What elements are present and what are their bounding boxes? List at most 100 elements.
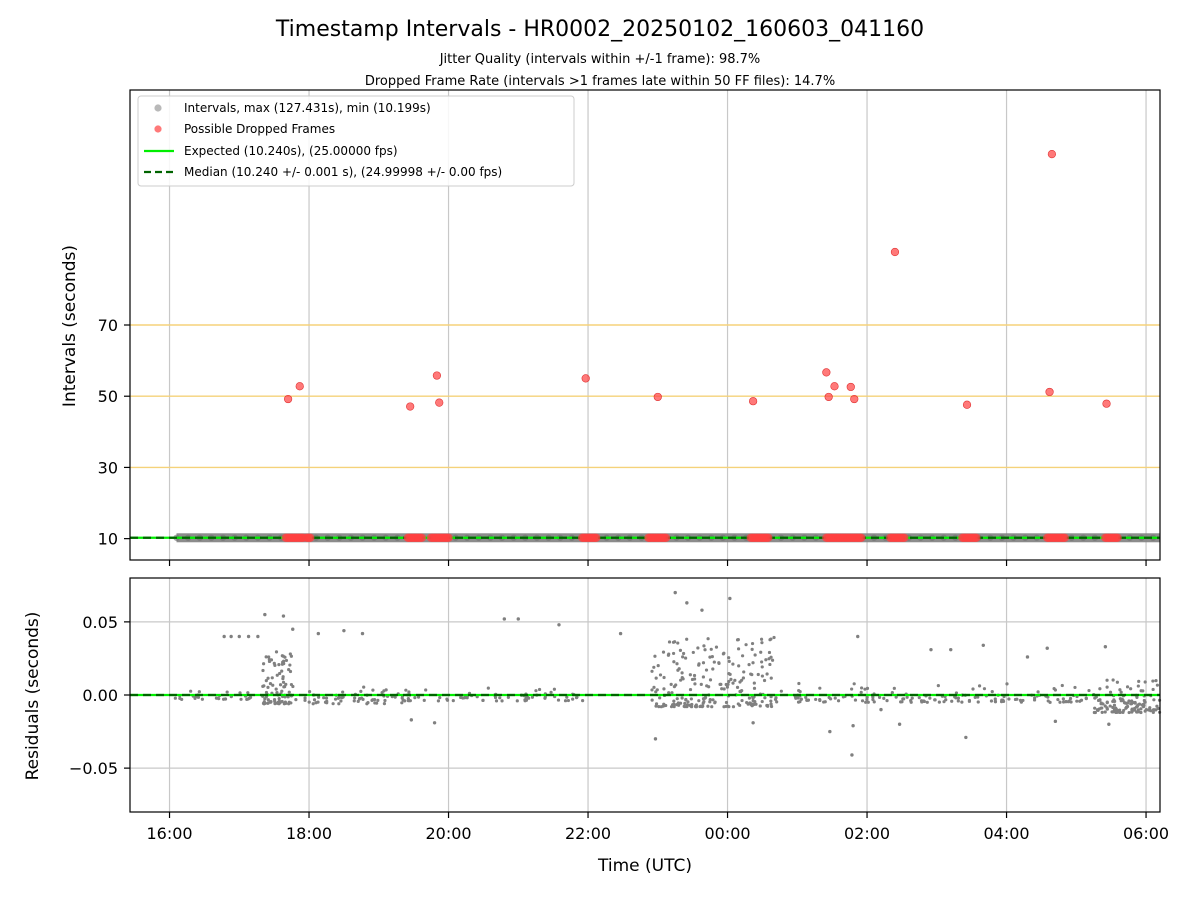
- dropped-frame-point-4: [435, 398, 444, 407]
- residual-point-18: [685, 601, 689, 605]
- residual-point-cluster-3: [451, 699, 455, 703]
- residual-point-cluster-4: [711, 667, 715, 671]
- x-tick-label-2000: 20:00: [425, 824, 471, 843]
- residual-point-cluster-6: [1125, 704, 1130, 709]
- residual-point-cluster-1: [271, 683, 275, 687]
- residual-point-cluster-6: [1143, 680, 1147, 684]
- residual-point-cluster-1: [280, 689, 284, 693]
- residual-point-14: [516, 617, 520, 621]
- residual-point-cluster-5: [937, 700, 941, 704]
- residual-point-cluster-2: [337, 702, 341, 706]
- residual-point-cluster-4: [769, 637, 773, 641]
- residual-point-cluster-5: [1056, 697, 1060, 702]
- residual-point-cluster-5: [956, 699, 960, 703]
- residual-point-cluster-4: [704, 668, 709, 672]
- residual-point-cluster-1: [277, 663, 281, 667]
- residual-point-cluster-3: [438, 696, 442, 700]
- residual-point-cluster-3: [424, 688, 428, 692]
- residual-point-34: [1045, 646, 1049, 650]
- residual-point-cluster-0: [246, 691, 250, 695]
- residual-point-5: [263, 612, 267, 617]
- residual-point-cluster-6: [1133, 701, 1137, 705]
- x-tick-label-0200: 02:00: [844, 824, 890, 843]
- residual-point-cluster-1: [268, 700, 273, 704]
- residual-point-cluster-5: [942, 700, 946, 704]
- residuals-y-label: Residuals (seconds): [23, 612, 43, 781]
- residual-point-cluster-6: [1108, 704, 1112, 708]
- residual-point-cluster-4: [702, 644, 706, 648]
- residual-point-cluster-5: [1032, 698, 1037, 702]
- residual-point-cluster-4: [769, 702, 773, 706]
- residual-point-cluster-5: [774, 696, 778, 700]
- residual-point-cluster-2: [341, 690, 345, 694]
- dropped-frame-baseline-3: [444, 533, 453, 542]
- residual-point-cluster-4: [671, 640, 676, 644]
- residual-point-cluster-4: [662, 687, 666, 691]
- residual-point-cluster-5: [1015, 697, 1019, 701]
- residual-point-cluster-2: [303, 696, 307, 700]
- residual-point-cluster-5: [804, 695, 808, 699]
- residual-point-cluster-4: [714, 645, 719, 649]
- residual-point-cluster-4: [658, 673, 663, 677]
- residual-point-cluster-4: [753, 700, 757, 704]
- chart-subtitle-jitter: Jitter Quality (intervals within +/-1 fr…: [439, 52, 761, 67]
- residual-point-cluster-2: [307, 690, 312, 694]
- residual-point-17: [673, 590, 677, 595]
- residual-point-cluster-4: [661, 650, 666, 654]
- residual-point-cluster-5: [1068, 696, 1073, 701]
- residual-point-cluster-1: [275, 673, 279, 677]
- dropped-frame-baseline-2: [417, 533, 426, 542]
- residual-point-cluster-4: [737, 664, 741, 668]
- residual-point-cluster-1: [264, 690, 269, 695]
- dropped-frame-point-0: [284, 394, 293, 404]
- residual-point-cluster-3: [494, 699, 499, 703]
- residual-point-cluster-4: [688, 703, 692, 707]
- residual-point-24: [879, 707, 883, 712]
- residual-point-cluster-5: [1005, 682, 1009, 686]
- residual-point-cluster-4: [717, 661, 721, 665]
- residual-point-cluster-2: [303, 698, 307, 702]
- dropped-frame-point-15: [1045, 387, 1054, 397]
- residual-point-cluster-1: [282, 701, 286, 705]
- residual-point-cluster-3: [413, 696, 417, 700]
- residual-point-cluster-5: [1000, 698, 1004, 702]
- residual-point-cluster-1: [264, 655, 268, 659]
- residual-point-cluster-5: [905, 695, 909, 699]
- residual-point-cluster-2: [317, 695, 321, 699]
- residual-point-cluster-3: [565, 695, 569, 699]
- residual-point-cluster-4: [672, 660, 676, 664]
- residual-point-cluster-5: [890, 691, 894, 695]
- residual-point-32: [981, 643, 985, 647]
- residual-point-cluster-1: [266, 698, 270, 702]
- residual-point-cluster-6: [1139, 710, 1143, 715]
- residual-point-cluster-6: [1103, 710, 1107, 714]
- residual-point-cluster-0: [239, 697, 243, 701]
- residual-point-cluster-4: [720, 687, 724, 691]
- residuals-ytick-label-2: −0.05: [69, 759, 118, 778]
- residual-point-cluster-4: [682, 651, 686, 656]
- residual-point-cluster-2: [294, 697, 298, 702]
- dropped-frame-baseline-9: [972, 533, 981, 542]
- residual-point-cluster-3: [537, 687, 542, 692]
- residual-point-cluster-1: [262, 662, 266, 666]
- residual-point-cluster-2: [362, 685, 366, 689]
- residual-point-cluster-2: [352, 699, 356, 703]
- residual-point-cluster-1: [264, 679, 268, 683]
- dropped-frame-point-5: [581, 374, 590, 383]
- residual-point-cluster-4: [706, 704, 710, 708]
- residual-point-cluster-3: [486, 686, 490, 690]
- residual-point-cluster-2: [307, 700, 311, 704]
- residual-point-cluster-3: [530, 695, 535, 699]
- residual-point-cluster-2: [340, 696, 344, 700]
- residual-point-cluster-4: [657, 705, 661, 709]
- residual-point-cluster-3: [436, 699, 441, 703]
- residual-point-cluster-4: [701, 675, 705, 679]
- intervals-ytick-label-10: 10: [98, 530, 118, 549]
- residual-point-20: [728, 596, 732, 601]
- residual-point-cluster-6: [1139, 689, 1143, 693]
- residual-point-cluster-6: [1125, 685, 1130, 689]
- residual-point-cluster-4: [684, 656, 688, 660]
- residual-point-cluster-4: [678, 648, 683, 652]
- dropped-frame-baseline-11: [1113, 533, 1122, 542]
- residual-point-cluster-4: [760, 660, 764, 664]
